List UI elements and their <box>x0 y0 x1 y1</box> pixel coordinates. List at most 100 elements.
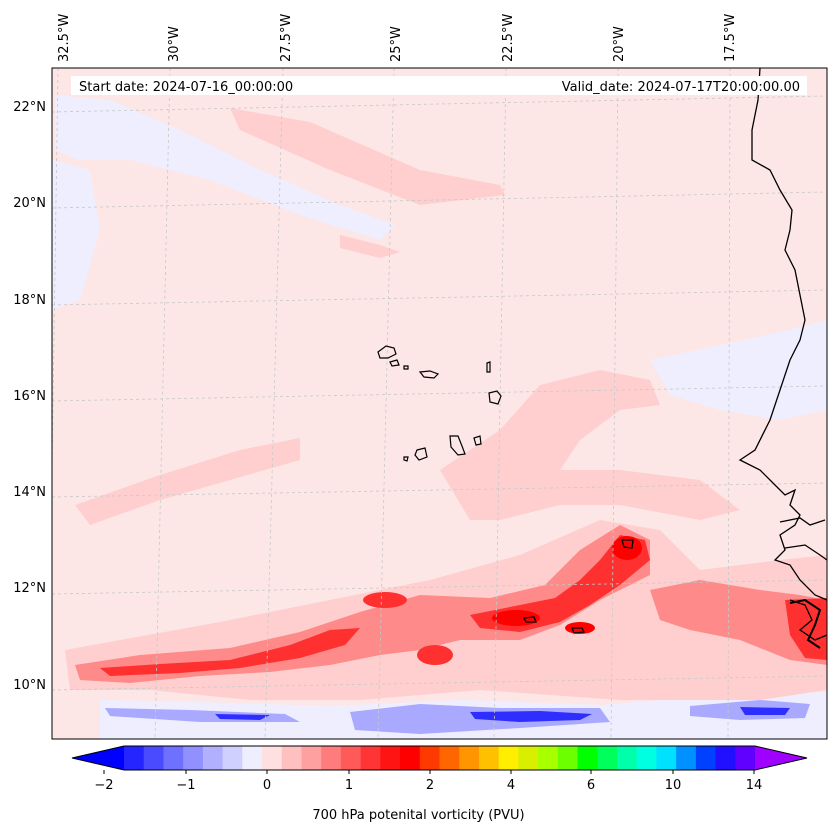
lat-label-14n: 14°N <box>13 485 46 500</box>
colorbar-segment <box>557 746 579 770</box>
lat-label-16n: 16°N <box>13 389 46 404</box>
colorbar-extend-min <box>72 746 124 770</box>
lon-label-27-5w: 27.5°W <box>279 14 294 62</box>
pv-positive-band-mid <box>75 438 300 525</box>
island-sal <box>486 361 491 373</box>
colorbar-segment <box>222 746 243 770</box>
colorbar-segment <box>380 746 401 770</box>
colorbar-tick-label: −2 <box>94 778 113 793</box>
colorbar-segment <box>281 746 302 770</box>
pv-negative-west-edge <box>52 160 100 310</box>
pv-negative-northwest <box>55 95 395 240</box>
graticule <box>52 68 827 739</box>
island-santa-luzia <box>403 365 409 370</box>
island-coast-south <box>522 539 634 634</box>
pv-positive-strong-core <box>470 535 650 632</box>
colorbar-segment <box>695 746 717 770</box>
colorbar-tick-label: 4 <box>507 778 515 793</box>
pv-negative-south-strong-3 <box>740 707 790 715</box>
colorbar-tick-label: 14 <box>746 778 763 793</box>
map-frame <box>51 67 828 740</box>
latitude-labels: 22°N 20°N 18°N 16°N 14°N 12°N 10°N <box>13 100 46 693</box>
colorbar-segment <box>735 746 756 770</box>
colorbar-segment <box>340 746 362 770</box>
colorbar-tick-label: 6 <box>587 778 595 793</box>
colorbar-segment <box>715 746 736 770</box>
lon-label-17-5w: 17.5°W <box>723 14 738 62</box>
colorbar-tick-label: 1 <box>345 778 353 793</box>
colorbar-segment <box>656 746 677 770</box>
island-santo-antao <box>377 345 397 359</box>
colorbar-segment <box>538 746 559 770</box>
colorbar-tick-label: 10 <box>665 778 682 793</box>
start-date-label: Start date: 2024-07-16_00:00:00 <box>79 80 293 95</box>
lat-label-22n: 22°N <box>13 100 46 115</box>
pv-positive-medium-east <box>650 580 827 665</box>
colorbar-segment <box>321 746 342 770</box>
longitude-labels: 32.5°W 30°W 27.5°W 25°W 22.5°W 20°W 17.5… <box>57 14 738 62</box>
pv-negative-northeast <box>650 320 827 420</box>
coastline-africa-estuary <box>779 517 827 641</box>
lat-label-10n: 10°N <box>13 678 46 693</box>
colorbar-label: 700 hPa potenital vorticity (PVU) <box>312 808 525 823</box>
pv-positive-streak-north-2 <box>340 235 400 258</box>
colorbar-segment <box>518 746 539 770</box>
pv-positive-peak-2 <box>492 610 540 626</box>
colorbar-outline <box>71 745 808 771</box>
colorbar-segment <box>636 746 657 770</box>
island-sao-nicolau <box>418 370 440 379</box>
colorbar-segment <box>183 746 204 770</box>
lat-label-20n: 20°N <box>13 196 46 211</box>
colorbar-segment <box>616 746 638 770</box>
valid-date-label: Valid_date: 2024-07-17T20:00:00.00 <box>562 80 800 95</box>
colorbar-segment <box>242 746 263 770</box>
pv-negative-south-strong <box>470 711 592 722</box>
colorbar-segment <box>577 746 598 770</box>
coastline-africa-southeast <box>789 598 822 649</box>
colorbar-segment <box>478 746 500 770</box>
colorbar-segment <box>360 746 381 770</box>
island-fogo <box>414 447 428 461</box>
lon-label-22-5w: 22.5°W <box>501 14 516 62</box>
colorbar-segment <box>676 746 697 770</box>
colorbar-tick-label: 0 <box>263 778 271 793</box>
colorbar-tick-label: 2 <box>426 778 434 793</box>
pv-negative-south-strong-2 <box>215 714 270 720</box>
pv-positive-plume <box>440 370 740 520</box>
pv-positive-strong-spot-2 <box>363 592 407 608</box>
colorbar-segment <box>419 746 440 770</box>
cabo-verde-islands <box>377 345 502 462</box>
colorbar-segment <box>262 746 283 770</box>
island-maio <box>473 435 482 446</box>
colorbar-segment <box>301 746 322 770</box>
island-brava <box>403 456 409 462</box>
lon-label-25w: 25°W <box>389 26 404 62</box>
pv-positive-streak-north <box>230 108 505 205</box>
colorbar <box>71 745 808 771</box>
island-sao-vicente <box>389 359 400 367</box>
lon-label-20w: 20°W <box>612 26 627 62</box>
colorbar-segment <box>439 746 460 770</box>
colorbar-segment <box>597 746 618 770</box>
island-boa-vista <box>488 390 502 405</box>
colorbar-ticks: −2 −1 0 1 2 4 6 10 14 <box>94 770 762 793</box>
lon-label-30w: 30°W <box>167 26 182 62</box>
colorbar-segment <box>498 746 519 770</box>
lon-label-32-5w: 32.5°W <box>57 14 72 62</box>
pv-positive-strong-band <box>100 628 360 676</box>
colorbar-segment <box>124 746 145 770</box>
coastline-africa <box>738 68 827 601</box>
colorbar-segment <box>202 746 224 770</box>
colorbar-segment <box>400 746 421 770</box>
colorbar-segment <box>143 746 164 770</box>
colorbar-extend-max <box>755 746 807 770</box>
colorbar-segment <box>459 746 480 770</box>
island-santiago <box>449 435 466 456</box>
colorbar-segment <box>163 746 184 770</box>
lat-label-12n: 12°N <box>13 581 46 596</box>
lat-label-18n: 18°N <box>13 293 46 308</box>
colorbar-tick-label: −1 <box>176 778 195 793</box>
info-box <box>71 76 807 95</box>
pv-positive-strong-spot <box>417 645 453 665</box>
